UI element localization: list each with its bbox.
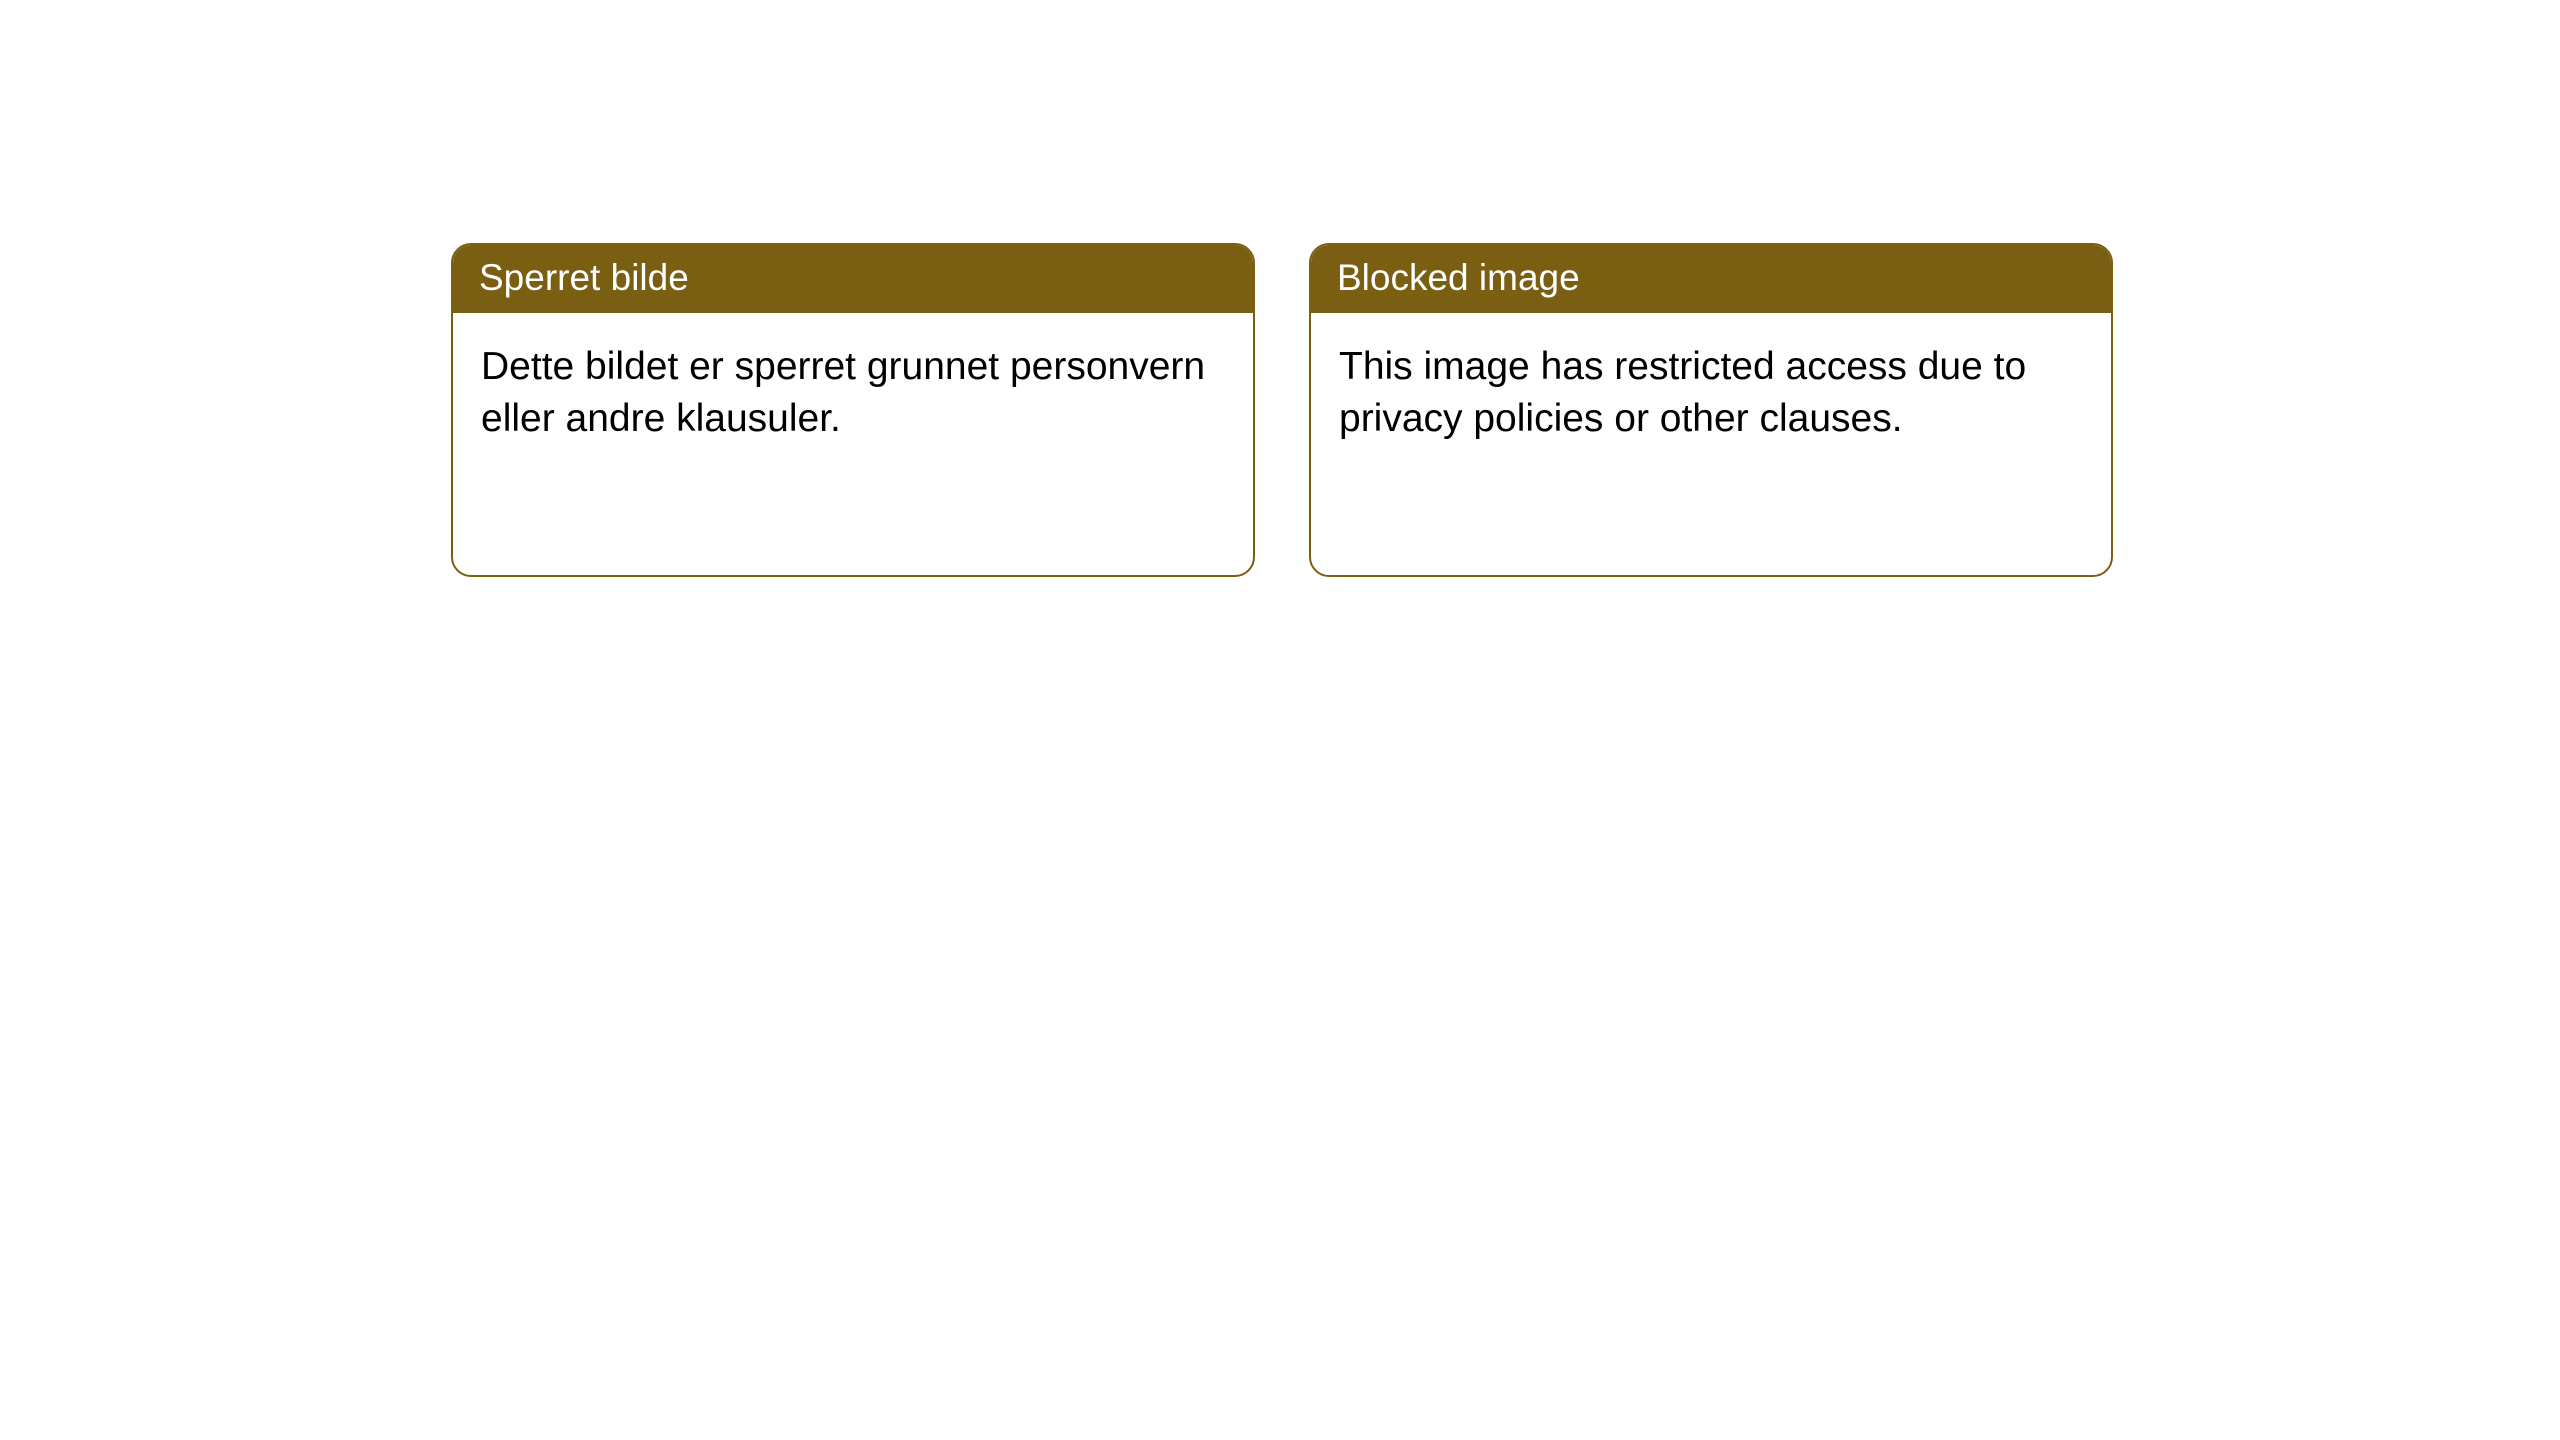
notice-card-norwegian: Sperret bilde Dette bildet er sperret gr… — [451, 243, 1255, 577]
card-title: Sperret bilde — [479, 257, 689, 298]
card-title: Blocked image — [1337, 257, 1580, 298]
card-header: Sperret bilde — [453, 245, 1253, 313]
card-body: This image has restricted access due to … — [1311, 313, 2111, 472]
card-body-text: Dette bildet er sperret grunnet personve… — [481, 345, 1205, 439]
card-body: Dette bildet er sperret grunnet personve… — [453, 313, 1253, 472]
card-header: Blocked image — [1311, 245, 2111, 313]
notice-cards-container: Sperret bilde Dette bildet er sperret gr… — [0, 0, 2560, 577]
notice-card-english: Blocked image This image has restricted … — [1309, 243, 2113, 577]
card-body-text: This image has restricted access due to … — [1339, 345, 2026, 439]
